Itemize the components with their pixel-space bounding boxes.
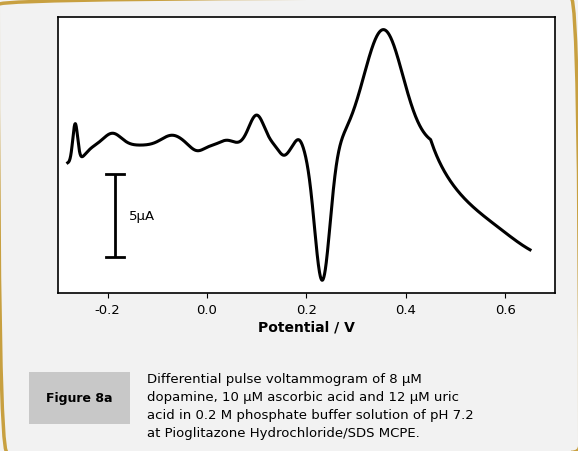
Text: Figure 8a: Figure 8a [46,391,113,405]
Text: 5μA: 5μA [129,210,155,223]
Text: Differential pulse voltammogram of 8 μM
dopamine, 10 μM ascorbic acid and 12 μM : Differential pulse voltammogram of 8 μM … [147,372,474,439]
X-axis label: Potential / V: Potential / V [258,320,355,334]
